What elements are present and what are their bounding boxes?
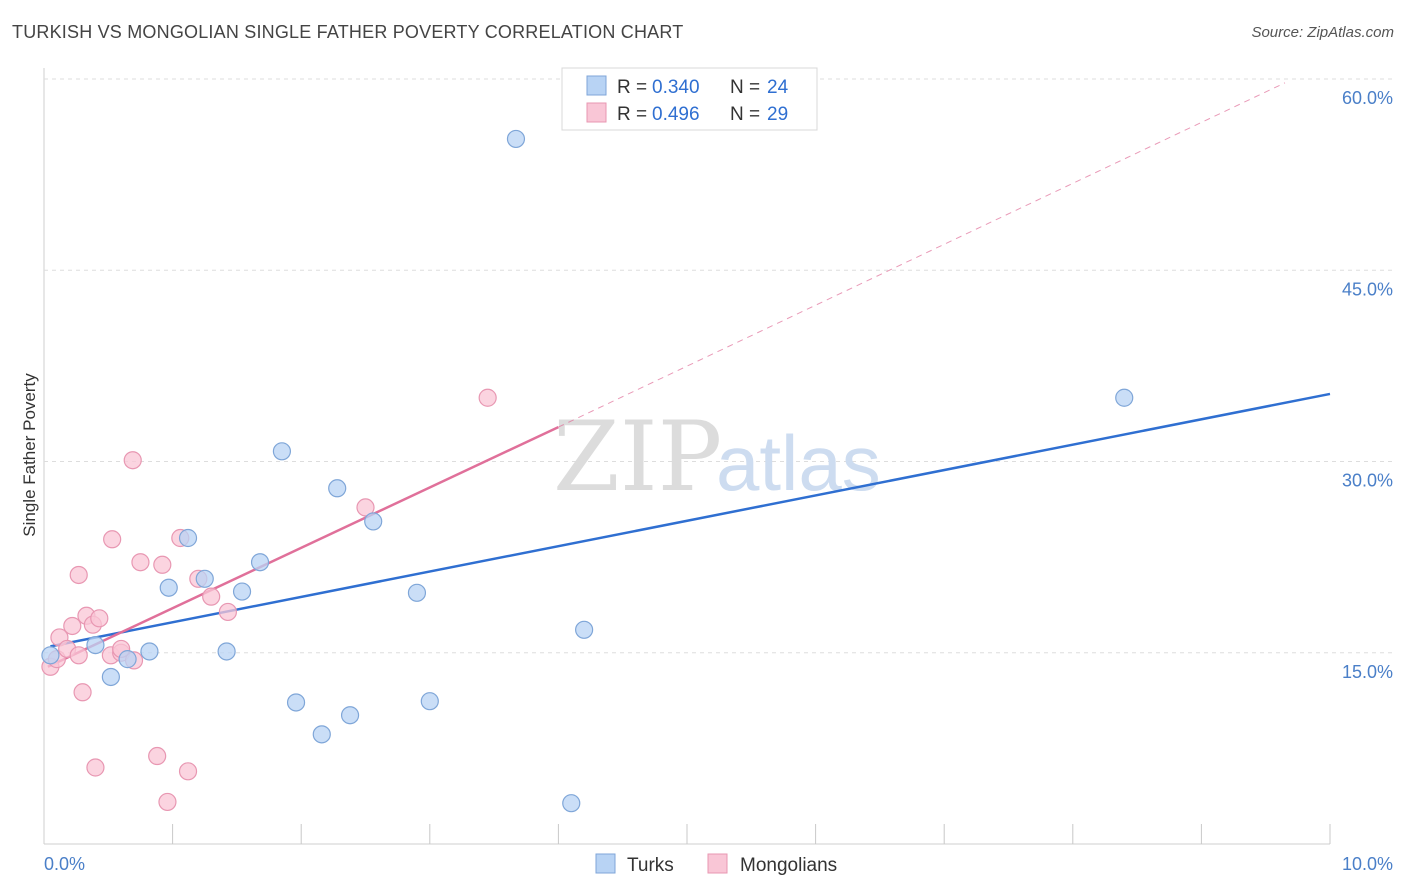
- mongolians-point: [90, 609, 109, 628]
- turks-point: [312, 725, 331, 744]
- bottom-legend: Turks Mongolians: [595, 853, 837, 876]
- legend-r-label-mongolians: R =: [617, 104, 647, 125]
- x-tick-label-min: 0.0%: [44, 854, 85, 874]
- legend-r-value-mongolians: 0.496: [652, 104, 700, 125]
- mongolians-point: [153, 555, 172, 574]
- turks-point: [506, 129, 526, 149]
- watermark-zip: ZIP: [553, 401, 722, 513]
- legend-n-value-turks: 24: [767, 77, 789, 98]
- mongolians-point: [103, 530, 122, 549]
- y-tick-label: 45.0%: [1342, 279, 1393, 299]
- mongolians-point: [123, 451, 142, 470]
- mongolians-point: [69, 565, 88, 585]
- source-label: Source: ZipAtlas.com: [1251, 24, 1394, 41]
- legend-n-value-mongolians: 29: [767, 104, 788, 125]
- turks-point: [407, 583, 427, 602]
- turks-point: [420, 692, 439, 711]
- turks-point: [101, 667, 120, 687]
- mongolians-point: [218, 602, 237, 622]
- legend-swatch-mongolians: [586, 102, 607, 123]
- turks-point: [575, 620, 594, 639]
- turks-point: [195, 569, 214, 588]
- turks-point: [232, 582, 252, 601]
- legend-n-label-turks: N =: [730, 77, 760, 98]
- chart-title: TURKISH VS MONGOLIAN SINGLE FATHER POVER…: [12, 22, 684, 42]
- bottom-legend-label-mongolians: Mongolians: [740, 855, 837, 876]
- mongolians-point: [86, 758, 105, 777]
- legend-r-label-turks: R =: [617, 77, 647, 98]
- mongolians-point: [148, 746, 167, 766]
- y-axis-label: Single Father Poverty: [20, 373, 39, 537]
- turks-point: [217, 642, 236, 661]
- y-tick-label: 30.0%: [1342, 471, 1393, 491]
- turks-point: [1115, 388, 1134, 407]
- legend-n-label-mongolians: N =: [730, 104, 760, 125]
- turks-point: [340, 706, 360, 725]
- mongolians-point: [63, 616, 82, 636]
- y-tick-labels: 15.0% 30.0% 45.0% 60.0%: [1342, 88, 1393, 682]
- mongolians-trend-line: [47, 425, 559, 668]
- turks-point: [86, 635, 105, 655]
- turks-point: [118, 650, 137, 669]
- turks-point: [364, 512, 383, 531]
- legend-swatch-turks: [586, 75, 607, 96]
- turks-point: [250, 553, 270, 572]
- turks-point: [272, 442, 292, 461]
- turks-point: [178, 528, 198, 548]
- x-minor-ticks: [172, 824, 1331, 844]
- points-layer: [41, 129, 1134, 813]
- grid-lines: [44, 78, 1393, 654]
- turks-point: [140, 642, 159, 661]
- mongolians-point: [158, 792, 177, 812]
- trend-layer: [47, 82, 1331, 668]
- watermark-atlas: atlas: [716, 419, 881, 507]
- x-tick-label-max: 10.0%: [1342, 854, 1393, 874]
- mongolians-point: [202, 587, 221, 606]
- turks-point: [562, 794, 581, 813]
- mongolians-point: [131, 553, 150, 572]
- mongolians-point: [73, 683, 92, 702]
- bottom-legend-swatch-turks: [595, 853, 616, 874]
- legend: R = 0.340 N = 24 R = 0.496 N = 29: [561, 67, 818, 131]
- legend-r-value-turks: 0.340: [652, 77, 700, 98]
- mongolians-point: [478, 388, 497, 407]
- turks-trend-line: [50, 392, 1331, 648]
- y-tick-label: 15.0%: [1342, 662, 1393, 682]
- turks-point: [286, 693, 306, 712]
- bottom-legend-swatch-mongolians: [707, 853, 728, 874]
- bottom-legend-label-turks: Turks: [627, 855, 674, 876]
- mongolians-point: [178, 762, 198, 781]
- mongolians-trend-extension: [558, 82, 1286, 428]
- turks-point: [159, 578, 178, 597]
- y-tick-label: 60.0%: [1342, 88, 1393, 108]
- mongolians-point: [69, 646, 88, 665]
- turks-point: [328, 479, 347, 498]
- mongolians-point: [356, 498, 375, 517]
- turks-point: [41, 646, 60, 665]
